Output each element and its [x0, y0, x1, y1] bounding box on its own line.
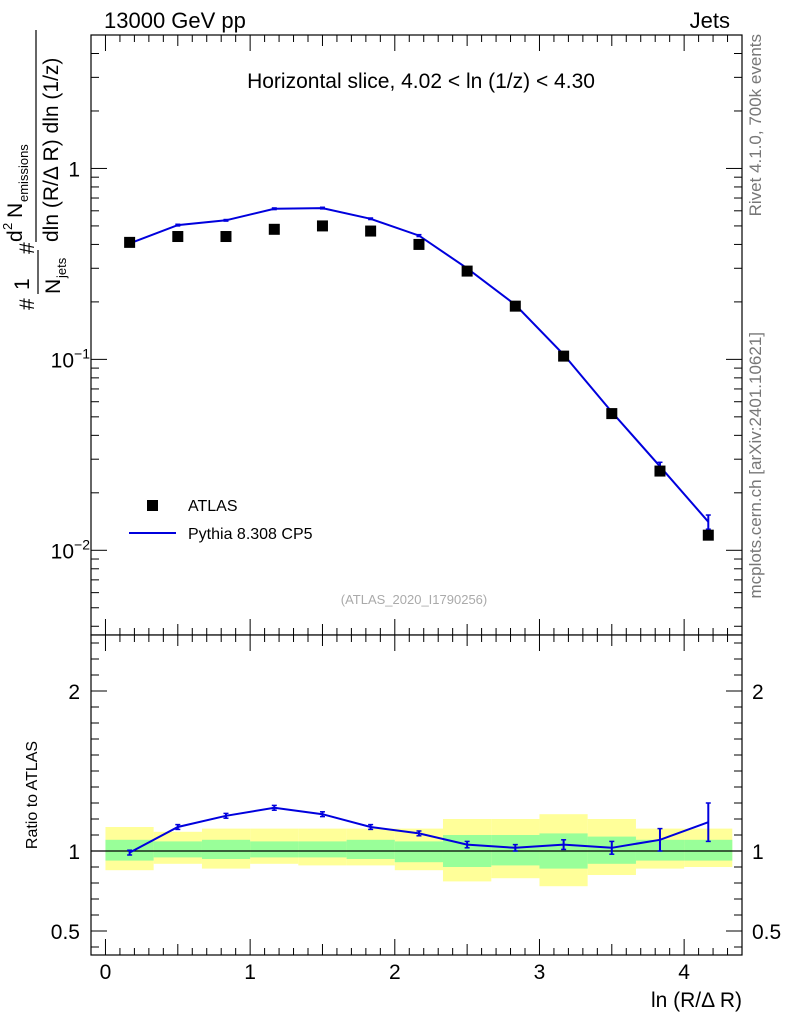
ratio-plot-area	[91, 635, 742, 955]
x-tick-label: 0	[100, 961, 112, 984]
main-y-tick-base: 10	[51, 540, 74, 563]
energy-label: 13000 GeV pp	[104, 8, 246, 33]
atlas-point	[509, 300, 521, 312]
main-y-tick-exponent: −1	[74, 345, 90, 361]
legend-atlas-label: ATLAS	[188, 498, 238, 515]
ratio-bands	[105, 814, 733, 887]
atlas-point	[606, 408, 618, 420]
category-label: Jets	[690, 8, 730, 33]
x-tick-labels: 0 1 2 3 4	[100, 961, 691, 984]
legend: ATLAS Pythia 8.308 CP5	[129, 498, 313, 543]
stat-uncertainty-band	[684, 839, 733, 861]
main-y-tick-exponent: −2	[74, 536, 90, 552]
atlas-point	[172, 231, 184, 243]
stat-uncertainty-band	[298, 841, 347, 858]
atlas-point	[365, 225, 377, 237]
legend-pythia-label: Pythia 8.308 CP5	[188, 526, 313, 543]
ylabel-emissions: emissions	[16, 144, 31, 202]
main-y-axis-label: # 1 N jets # d 2 N emissions dln (R/Δ R)…	[0, 30, 69, 310]
ylabel-n: N	[42, 279, 65, 294]
atlas-point	[220, 231, 232, 243]
stat-uncertainty-band	[201, 839, 251, 859]
ratio-y-axis-label: Ratio to ATLAS	[24, 741, 41, 849]
ylabel-hash-numer: #	[16, 298, 39, 310]
ratio-marks	[127, 802, 711, 856]
ylabel-one: 1	[11, 278, 34, 290]
ratio-y-tick-label-right: 1	[752, 841, 764, 864]
main-ticks	[91, 34, 742, 635]
main-panel: Horizontal slice, 4.02 < ln (1/z) < 4.30…	[0, 30, 743, 636]
main-y-tick-label: 1	[68, 158, 80, 181]
stat-uncertainty-band	[153, 841, 202, 858]
x-tick-label: 1	[244, 961, 256, 984]
atlas-point	[558, 350, 570, 362]
atlas-point	[702, 529, 714, 541]
x-tick-label: 3	[534, 961, 546, 984]
main-y-tick-label: 10−1	[51, 345, 91, 372]
ratio-y-tick-label-left: 0.5	[51, 921, 80, 944]
atlas-point	[268, 223, 280, 235]
x-tick-label: 2	[389, 961, 401, 984]
ylabel-d2: d	[4, 230, 27, 242]
main-y-tick-base: 10	[51, 349, 74, 372]
atlas-point	[461, 265, 473, 277]
ratio-y-tick-label-left: 2	[68, 681, 80, 704]
atlas-point	[413, 238, 425, 250]
plot-title: Horizontal slice, 4.02 < ln (1/z) < 4.30	[247, 70, 595, 93]
ylabel-sq: 2	[0, 223, 15, 230]
atlas-point	[124, 236, 136, 248]
ratio-y-tick-label-left: 1	[68, 841, 80, 864]
atlas-point	[316, 220, 328, 232]
legend-atlas-marker	[147, 500, 158, 511]
ratio-panel: 0.5 0.5 1 1 2 2 0 1 2 3 4 Ratio to ATLAS ln (R/Δ …	[24, 634, 781, 1012]
stat-uncertainty-band	[250, 841, 299, 858]
main-y-tick-labels: 110−110−2	[51, 158, 91, 563]
stat-uncertainty-band	[346, 839, 395, 859]
ylabel-denominator: dln (R/Δ R) dln (1/z)	[40, 58, 63, 242]
mcplots-label: mcplots.cern.ch [arXiv:2401.10621]	[746, 332, 765, 598]
ratio-y-tick-labels: 0.5 0.5 1 1 2 2	[51, 681, 781, 944]
stat-uncertainty-band	[394, 841, 443, 863]
rivet-label: Rivet 4.1.0, 700k events	[746, 34, 765, 216]
ylabel-jets: jets	[54, 257, 69, 279]
x-axis-label: ln (R/Δ R)	[651, 989, 742, 1012]
ratio-y-tick-label-right: 0.5	[752, 921, 781, 944]
analysis-watermark: (ATLAS_2020_I1790256)	[341, 592, 487, 607]
main-plot-area	[91, 35, 742, 635]
x-tick-label: 4	[678, 961, 690, 984]
ratio-y-tick-label-right: 2	[752, 681, 764, 704]
ratio-frame	[90, 634, 743, 956]
main-marks	[124, 206, 714, 541]
ylabel-nemis: N	[4, 203, 27, 218]
ratio-ticks	[91, 635, 742, 955]
ylabel-hash-mid: #	[16, 242, 39, 254]
main-y-tick-label: 10−2	[51, 536, 91, 563]
atlas-point	[654, 465, 666, 477]
